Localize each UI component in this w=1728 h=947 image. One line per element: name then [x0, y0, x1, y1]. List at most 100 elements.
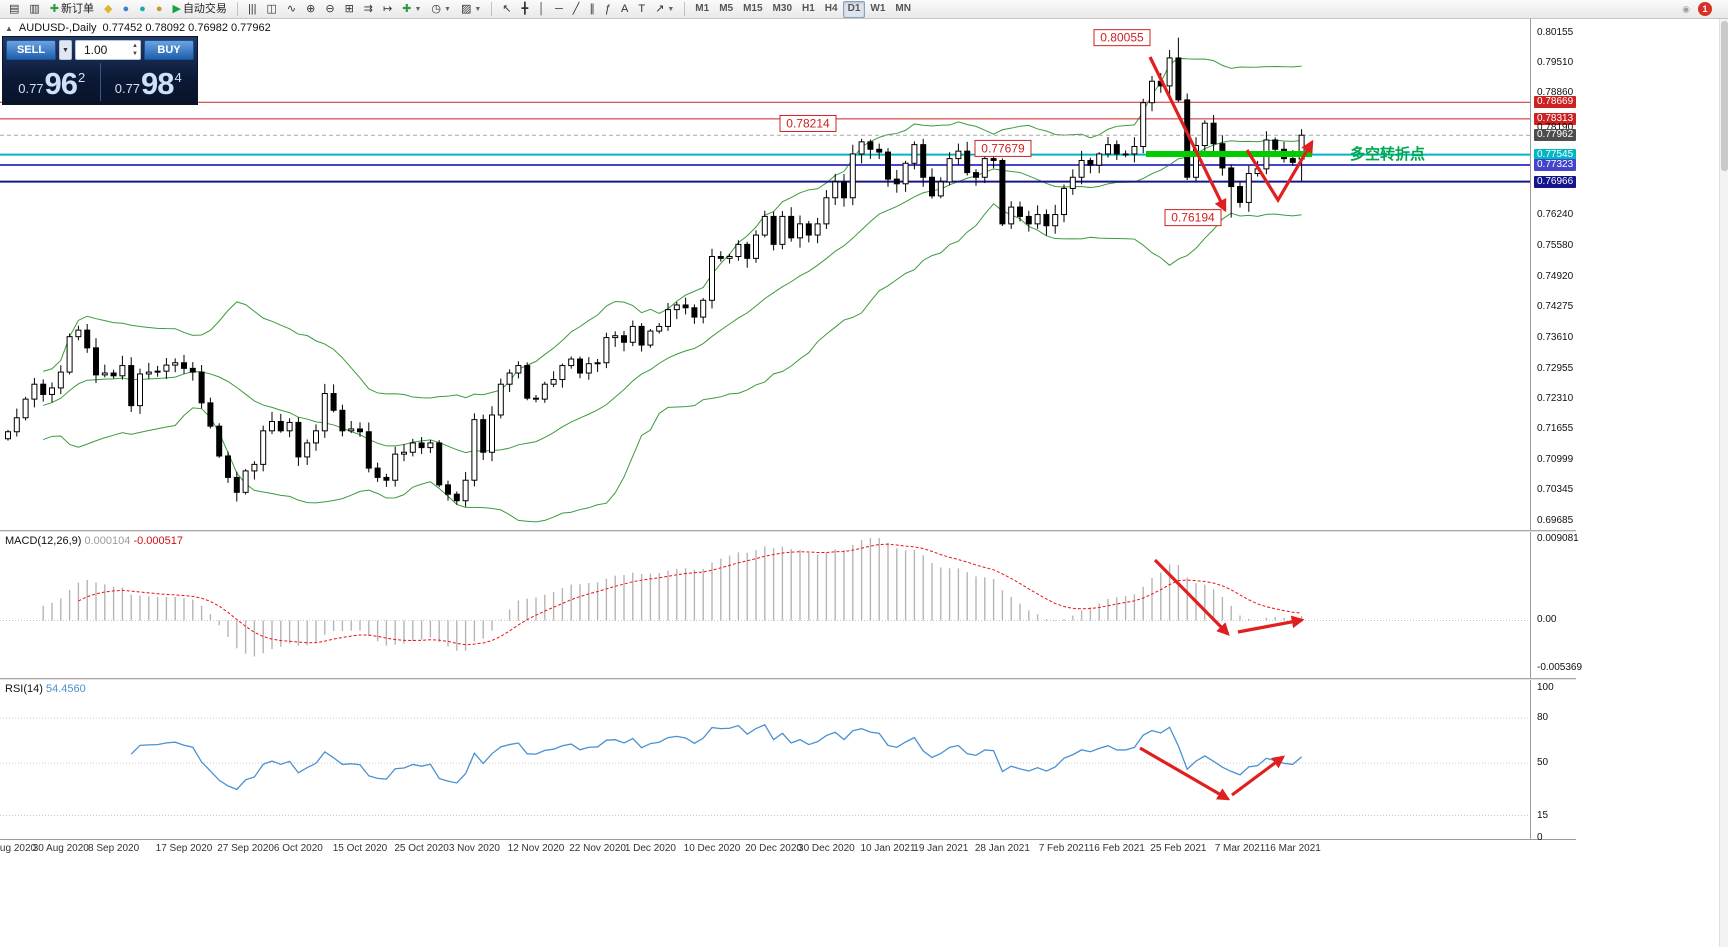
fibonacci-button[interactable]: ƒ — [600, 1, 616, 18]
tf-m1-button[interactable]: M1 — [690, 1, 714, 18]
dropdown-arrow-icon: ▼ — [667, 5, 675, 13]
new-order-button[interactable]: ✚ 新订单 — [45, 1, 99, 18]
sell-button[interactable]: SELL — [6, 40, 56, 60]
periods-button[interactable]: ◷ ▼ — [426, 1, 456, 18]
candle-body — [445, 484, 451, 495]
notifications-badge[interactable]: 1 — [1698, 2, 1712, 16]
candle-body — [1245, 173, 1252, 203]
volume-down-icon[interactable]: ▼ — [132, 51, 138, 57]
price-tag[interactable]: 0.77679 — [974, 139, 1032, 157]
candle-body — [427, 442, 434, 449]
horizontal-line-button[interactable]: ─ — [550, 1, 568, 18]
arrows-button[interactable]: ↗ ▼ — [650, 1, 679, 18]
tf-h1-button-label: H1 — [802, 3, 815, 14]
scale-label: 0.78313 — [1534, 112, 1577, 125]
price-tag[interactable]: 0.78214 — [779, 114, 837, 132]
candle-body — [1096, 153, 1103, 166]
candle-body — [365, 431, 372, 469]
tf-h1-button[interactable]: H1 — [797, 1, 820, 18]
line-chart-icon: ∿ — [286, 2, 297, 15]
autotrading-button[interactable]: ▶ 自动交易 — [167, 1, 231, 18]
tf-h4-button[interactable]: H4 — [820, 1, 843, 18]
scale-label: 0.78669 — [1534, 96, 1577, 109]
crosshair-button[interactable]: ╋ — [517, 1, 534, 18]
charts-tile-button[interactable]: ▤ — [4, 1, 24, 18]
tf-m30-button[interactable]: M30 — [768, 1, 797, 18]
price-scale[interactable]: 0.80155 0.79510 0.78860 0.78669 0.78313 0.781… — [1532, 0, 1592, 947]
indicators-button[interactable]: ✚ ▼ — [397, 1, 426, 18]
price-tag[interactable]: 0.76194 — [1164, 209, 1222, 227]
buy-button[interactable]: BUY — [144, 40, 194, 60]
community-button[interactable]: ● — [151, 1, 168, 18]
trend-arrow[interactable] — [1231, 755, 1286, 797]
channel-button[interactable]: ∥ — [584, 1, 600, 18]
chart-list-button[interactable]: ▥ — [24, 1, 44, 18]
buy-price[interactable]: 0.77 98 4 — [103, 63, 195, 101]
line-chart-button[interactable]: ∿ — [282, 1, 301, 18]
trendline-button[interactable]: ╱ — [568, 1, 585, 18]
candle-body — [181, 362, 187, 369]
vertical-scrollbar[interactable] — [1719, 19, 1728, 947]
trend-arrow[interactable] — [1245, 139, 1314, 204]
candle-body — [409, 442, 416, 453]
tf-m5-button[interactable]: M5 — [714, 1, 738, 18]
price-tag[interactable]: 0.80055 — [1093, 29, 1151, 47]
candle-body — [621, 335, 627, 343]
candle-body — [885, 151, 891, 180]
tf-w1-button[interactable]: W1 — [865, 1, 890, 18]
candle-body — [198, 371, 205, 404]
help-center-button[interactable]: ● — [134, 1, 151, 18]
tf-mn-button[interactable]: MN — [890, 1, 916, 18]
candle-body — [110, 372, 117, 377]
text-button[interactable]: A — [616, 1, 633, 18]
candlestick-chart-button[interactable]: ◫ — [262, 1, 282, 18]
candle-body — [1069, 176, 1076, 189]
trend-arrow[interactable] — [1153, 558, 1230, 636]
tile-windows-button[interactable]: ⊞ — [340, 1, 359, 18]
market-watch-icon: ● — [122, 2, 130, 15]
metaeditor-button[interactable]: ◆ — [99, 1, 117, 18]
trend-arrow[interactable] — [1148, 56, 1227, 213]
zoom-out-button[interactable]: ⊖ — [320, 1, 339, 18]
trend-arrow[interactable] — [1139, 746, 1231, 801]
candle-body — [814, 223, 821, 236]
panel-separator[interactable] — [0, 530, 1576, 532]
tf-d1-button[interactable]: D1 — [842, 0, 866, 18]
volume-input[interactable]: 1.00 — [84, 43, 108, 57]
autotrading-icon: ▶ — [172, 2, 181, 15]
cursor-button[interactable]: ↖ — [497, 1, 516, 18]
panel-separator[interactable] — [0, 678, 1576, 680]
zoom-in-button[interactable]: ⊕ — [301, 1, 320, 18]
rsi-line — [130, 723, 1303, 791]
volume-dropdown[interactable]: ▼ — [59, 40, 72, 60]
label-button[interactable]: T — [633, 1, 650, 18]
date-label: 30 Dec 2020 — [798, 843, 855, 854]
bar-chart-button[interactable]: ||| — [243, 1, 262, 18]
tf-m15-button[interactable]: M15 — [738, 1, 767, 18]
candle-body — [849, 153, 856, 199]
market-watch-button[interactable]: ● — [118, 1, 135, 18]
candle-body — [1025, 215, 1032, 225]
templates-button[interactable]: ▨ ▼ — [456, 1, 486, 18]
candle-body — [594, 362, 601, 365]
trade-panel-controls: SELL ▼ 1.00 ▲ ▼ BUY — [6, 40, 194, 60]
cursor-icon: ↖ — [502, 2, 512, 15]
scale-label: 0.74920 — [1537, 271, 1574, 282]
auto-scroll-button[interactable]: ⇉ — [359, 1, 378, 18]
chart-shift-button[interactable]: ↦ — [378, 1, 397, 18]
vertical-line-button[interactable]: │ — [533, 1, 550, 18]
trend-arrow[interactable] — [1237, 615, 1305, 634]
candlestick-chart-icon: ◫ — [266, 2, 277, 15]
candle-body — [1017, 206, 1023, 217]
new-order-button-label: 新订单 — [61, 2, 95, 15]
sound-button[interactable]: ◉ — [1682, 3, 1690, 14]
candle-body — [805, 223, 812, 236]
volume-up-icon[interactable]: ▲ — [132, 43, 138, 49]
volume-field: 1.00 ▲ ▼ — [75, 40, 141, 60]
scrollbar-thumb[interactable] — [1721, 21, 1728, 171]
buy-price-small: 0.77 — [114, 81, 141, 96]
sell-price[interactable]: 0.77 96 2 — [6, 63, 98, 101]
scale-label: 0.77962 — [1534, 129, 1577, 142]
note-text[interactable]: 多空转折点 — [1350, 145, 1425, 163]
